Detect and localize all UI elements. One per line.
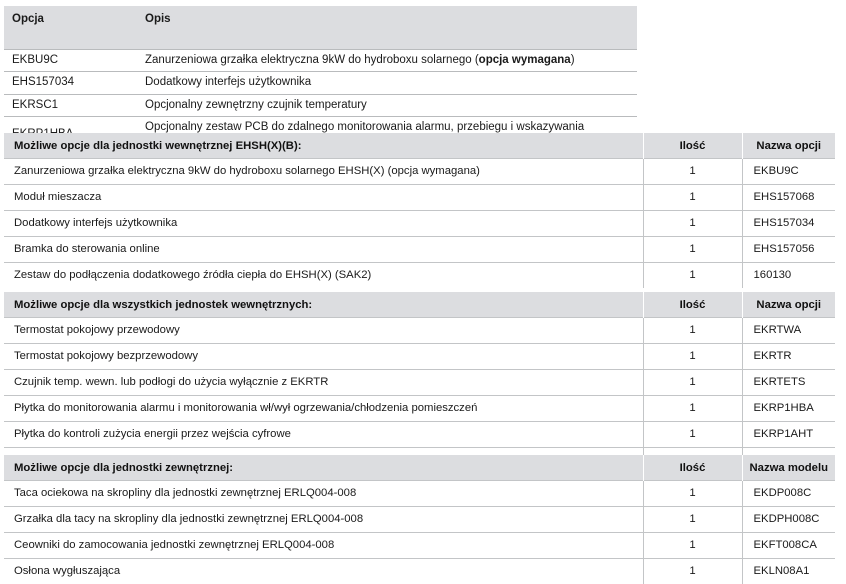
table-row: EKBU9C Zanurzeniowa grzałka elektryczna …: [4, 50, 637, 72]
description-suffix: ): [571, 54, 575, 66]
table-header-row: Opcja Opis: [4, 6, 637, 50]
table-header-row: Możliwe opcje dla jednostki wewnętrznej …: [4, 133, 835, 159]
column-header-quantity: Ilość: [643, 133, 742, 159]
column-header-title: Możliwe opcje dla jednostki zewnętrznej:: [4, 455, 643, 481]
option-name: EHS157034: [742, 211, 835, 237]
option-quantity: 1: [643, 533, 742, 559]
option-quantity: 1: [643, 559, 742, 584]
option-name: EKRP1AHT: [742, 422, 835, 448]
option-code: EKBU9C: [4, 50, 135, 72]
column-header-quantity: Ilość: [643, 455, 742, 481]
option-name: EKFT008CA: [742, 533, 835, 559]
option-quantity: 1: [643, 211, 742, 237]
description-emphasis: opcja wymagana: [479, 54, 571, 66]
option-description: Dodatkowy interfejs użytkownika: [4, 211, 643, 237]
column-header-model-name: Nazwa modelu: [742, 455, 835, 481]
table-row: Termostat pokojowy bezprzewodowy 1 EKRTR: [4, 344, 835, 370]
table-row: Bramka do sterowania online 1 EHS157056: [4, 237, 835, 263]
table-row: Osłona wygłuszająca 1 EKLN08A1: [4, 559, 835, 584]
option-description: Termostat pokojowy przewodowy: [4, 318, 643, 344]
option-quantity: 1: [643, 263, 742, 289]
option-name: EKRP1HBA: [742, 396, 835, 422]
option-quantity: 1: [643, 344, 742, 370]
option-description: Czujnik temp. wewn. lub podłogi do użyci…: [4, 370, 643, 396]
option-name: EKBU9C: [742, 159, 835, 185]
table-row: Czujnik temp. wewn. lub podłogi do użyci…: [4, 370, 835, 396]
option-quantity: 1: [643, 370, 742, 396]
option-quantity: 1: [643, 185, 742, 211]
option-name: EKRTWA: [742, 318, 835, 344]
option-name: EHS157056: [742, 237, 835, 263]
table-header-row: Możliwe opcje dla wszystkich jednostek w…: [4, 292, 835, 318]
table-row: Taca ociekowa na skropliny dla jednostki…: [4, 481, 835, 507]
table-row: EHS157034 Dodatkowy interfejs użytkownik…: [4, 72, 637, 94]
table-row: Dodatkowy interfejs użytkownika 1 EHS157…: [4, 211, 835, 237]
option-description: Płytka do kontroli zużycia energii przez…: [4, 422, 643, 448]
option-quantity: 1: [643, 237, 742, 263]
option-description: Zanurzeniowa grzałka elektryczna 9kW do …: [135, 50, 637, 72]
column-header-title: Możliwe opcje dla jednostki wewnętrznej …: [4, 133, 643, 159]
table-row: Płytka do kontroli zużycia energii przez…: [4, 422, 835, 448]
all-indoor-options-body: Termostat pokojowy przewodowy 1 EKRTWA T…: [4, 318, 835, 474]
option-name: EKLN08A1: [742, 559, 835, 584]
option-description: Zanurzeniowa grzałka elektryczna 9kW do …: [4, 159, 643, 185]
option-name: EKRTETS: [742, 370, 835, 396]
indoor-ehsh-options-table: Możliwe opcje dla jednostki wewnętrznej …: [4, 133, 835, 288]
option-description: Ceowniki do zamocowania jednostki zewnęt…: [4, 533, 643, 559]
option-quantity: 1: [643, 481, 742, 507]
option-quantity: 1: [643, 507, 742, 533]
table-row: Grzałka dla tacy na skropliny dla jednos…: [4, 507, 835, 533]
table-header-row: Możliwe opcje dla jednostki zewnętrznej:…: [4, 455, 835, 481]
option-description: Moduł mieszacza: [4, 185, 643, 211]
option-name: EKRTR: [742, 344, 835, 370]
description-prefix: Zanurzeniowa grzałka elektryczna 9kW do …: [145, 54, 479, 66]
option-description: Płytka do monitorowania alarmu i monitor…: [4, 396, 643, 422]
option-description: Osłona wygłuszająca: [4, 559, 643, 584]
table-row: Ceowniki do zamocowania jednostki zewnęt…: [4, 533, 835, 559]
option-description: Bramka do sterowania online: [4, 237, 643, 263]
option-description: Grzałka dla tacy na skropliny dla jednos…: [4, 507, 643, 533]
outdoor-options-body: Taca ociekowa na skropliny dla jednostki…: [4, 481, 835, 584]
option-code: EKRSC1: [4, 94, 135, 116]
table-row: Zestaw do podłączenia dodatkowego źródła…: [4, 263, 835, 289]
outdoor-options-table: Możliwe opcje dla jednostki zewnętrznej:…: [4, 455, 835, 584]
option-name: EKDP008C: [742, 481, 835, 507]
option-description: Dodatkowy interfejs użytkownika: [135, 72, 637, 94]
column-header-title: Możliwe opcje dla wszystkich jednostek w…: [4, 292, 643, 318]
column-header-option-name: Nazwa opcji: [742, 292, 835, 318]
table-row: Moduł mieszacza 1 EHS157068: [4, 185, 835, 211]
option-quantity: 1: [643, 422, 742, 448]
option-description: Opcjonalny zewnętrzny czujnik temperatur…: [135, 94, 637, 116]
option-quantity: 1: [643, 396, 742, 422]
option-description: Taca ociekowa na skropliny dla jednostki…: [4, 481, 643, 507]
column-header-option-name: Nazwa opcji: [742, 133, 835, 159]
table-row: Zanurzeniowa grzałka elektryczna 9kW do …: [4, 159, 835, 185]
option-description: Zestaw do podłączenia dodatkowego źródła…: [4, 263, 643, 289]
column-header-description: Opis: [135, 6, 637, 50]
indoor-ehsh-options-body: Zanurzeniowa grzałka elektryczna 9kW do …: [4, 159, 835, 289]
option-name: EHS157068: [742, 185, 835, 211]
table-row: Termostat pokojowy przewodowy 1 EKRTWA: [4, 318, 835, 344]
table-row: EKRSC1 Opcjonalny zewnętrzny czujnik tem…: [4, 94, 637, 116]
column-header-option: Opcja: [4, 6, 135, 50]
option-quantity: 1: [643, 159, 742, 185]
column-header-quantity: Ilość: [643, 292, 742, 318]
option-code: EHS157034: [4, 72, 135, 94]
all-indoor-options-table: Możliwe opcje dla wszystkich jednostek w…: [4, 292, 835, 473]
option-name: 160130: [742, 263, 835, 289]
table-row: Płytka do monitorowania alarmu i monitor…: [4, 396, 835, 422]
option-description: Termostat pokojowy bezprzewodowy: [4, 344, 643, 370]
option-name: EKDPH008C: [742, 507, 835, 533]
option-quantity: 1: [643, 318, 742, 344]
